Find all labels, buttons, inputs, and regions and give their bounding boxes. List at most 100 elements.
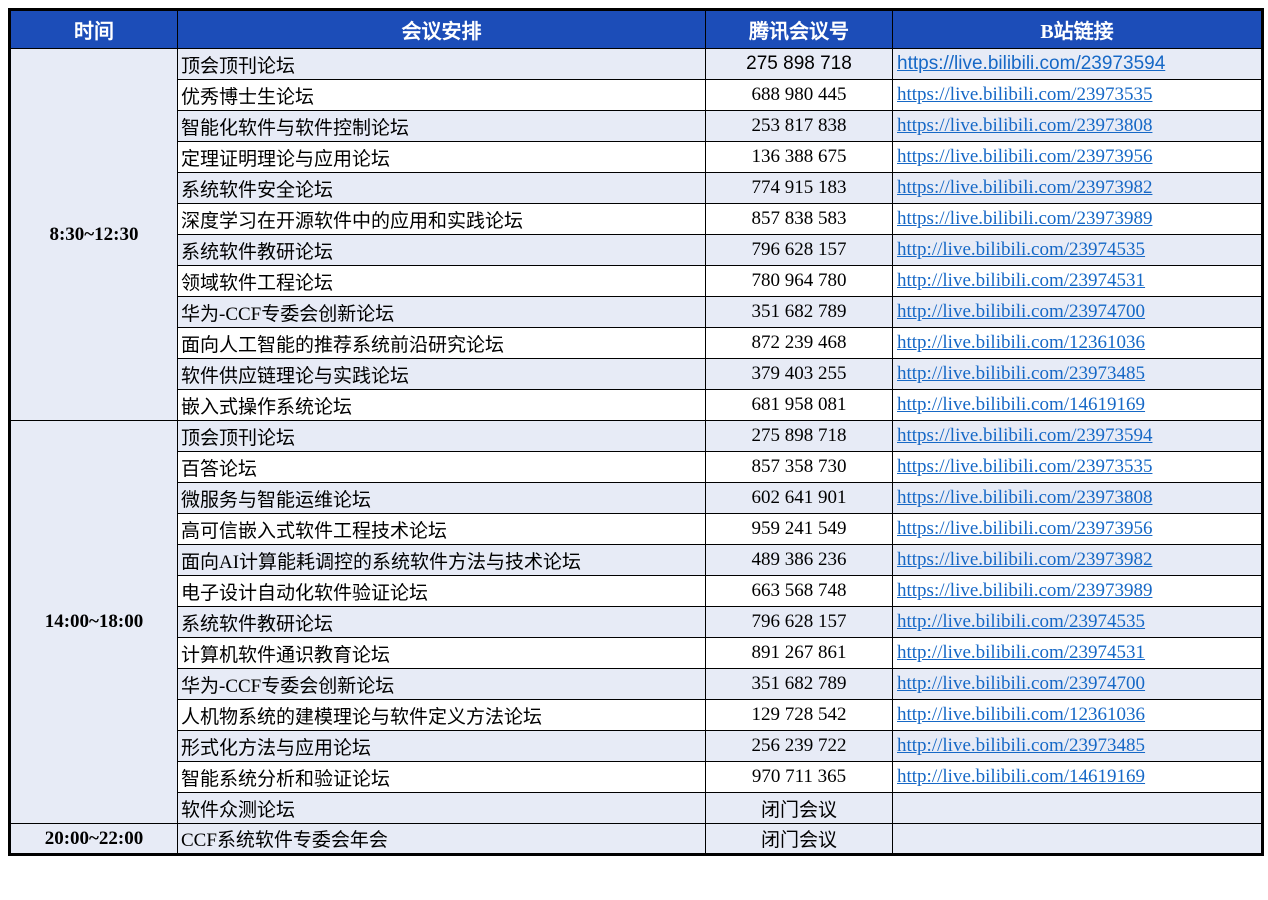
bilibili-link-cell: http://live.bilibili.com/12361036: [892, 699, 1263, 731]
meeting-id-cell: 闭门会议: [705, 792, 893, 824]
bilibili-live-link[interactable]: http://live.bilibili.com/12361036: [897, 332, 1146, 353]
meeting-id-cell: 796 628 157: [705, 606, 893, 638]
meeting-id-cell: 780 964 780: [705, 265, 893, 297]
table-row: 智能化软件与软件控制论坛 253 817 838 https://live.bili…: [10, 110, 1263, 142]
bilibili-link-cell: https://live.bilibili.com/23973594: [892, 48, 1263, 80]
table-row: 软件众测论坛 闭门会议: [10, 792, 1263, 824]
meeting-id-cell: 688 980 445: [705, 79, 893, 111]
table-row: 8:30~12:30 顶会顶刊论坛 275 898 718 https://live.…: [9, 48, 1263, 421]
bilibili-live-link[interactable]: http://live.bilibili.com/23973485: [897, 735, 1146, 756]
meeting-id-cell: 379 403 255: [705, 358, 893, 390]
bilibili-live-link[interactable]: http://live.bilibili.com/23974531: [897, 270, 1146, 291]
column-header-meeting: 腾讯会议号: [705, 9, 893, 49]
forum-name-cell: 智能化软件与软件控制论坛: [177, 110, 706, 142]
forum-name-cell: 智能系统分析和验证论坛: [177, 761, 706, 793]
meeting-id-cell: 253 817 838: [705, 110, 893, 142]
table-row: 面向人工智能的推荐系统前沿研究论坛 872 239 468 http://live.…: [10, 327, 1263, 359]
bilibili-link-cell: http://live.bilibili.com/23974531: [892, 637, 1263, 669]
bilibili-live-link[interactable]: http://live.bilibili.com/23973485: [897, 363, 1146, 384]
table-row: 百答论坛 857 358 730 https://live.bilibili.com…: [10, 451, 1263, 483]
table-row: 面向AI计算能耗调控的系统软件方法与技术论坛 489 386 236 https:/…: [10, 544, 1263, 576]
bilibili-live-link[interactable]: https://live.bilibili.com/23973982: [897, 549, 1153, 570]
forum-name-cell: 系统软件安全论坛: [177, 172, 706, 204]
bilibili-live-link[interactable]: http://live.bilibili.com/12361036: [897, 704, 1146, 725]
bilibili-live-link[interactable]: http://live.bilibili.com/23974531: [897, 642, 1146, 663]
bilibili-link-cell: https://live.bilibili.com/23973956: [892, 141, 1263, 173]
meeting-id-cell: 275 898 718: [705, 48, 893, 80]
bilibili-link-cell: [892, 792, 1263, 824]
bilibili-link-cell: http://live.bilibili.com/14619169: [892, 761, 1263, 793]
bilibili-live-link[interactable]: https://live.bilibili.com/23973535: [897, 84, 1153, 105]
bilibili-link-cell: http://live.bilibili.com/23974535: [892, 234, 1263, 266]
meeting-id-cell: 774 915 183: [705, 172, 893, 204]
bilibili-live-link[interactable]: http://live.bilibili.com/23974535: [897, 239, 1146, 260]
bilibili-link-cell: [892, 823, 1263, 855]
bilibili-live-link[interactable]: https://live.bilibili.com/23973989: [897, 580, 1153, 601]
bilibili-link-cell: http://live.bilibili.com/12361036: [892, 327, 1263, 359]
meeting-id-cell: 796 628 157: [705, 234, 893, 266]
meeting-id-cell: 489 386 236: [705, 544, 893, 576]
meeting-id-cell: 663 568 748: [705, 575, 893, 607]
bilibili-link-cell: https://live.bilibili.com/23973594: [892, 420, 1263, 452]
forum-name-cell: 华为-CCF专委会创新论坛: [177, 296, 706, 328]
bilibili-link-cell: https://live.bilibili.com/23973956: [892, 513, 1263, 545]
bilibili-live-link[interactable]: http://live.bilibili.com/23974700: [897, 673, 1146, 694]
forum-name-cell: 形式化方法与应用论坛: [177, 730, 706, 762]
bilibili-link-cell: https://live.bilibili.com/23973535: [892, 79, 1263, 111]
meeting-id-cell: 959 241 549: [705, 513, 893, 545]
bilibili-link-cell: http://live.bilibili.com/23974535: [892, 606, 1263, 638]
bilibili-link-cell: https://live.bilibili.com/23973989: [892, 575, 1263, 607]
bilibili-live-link[interactable]: http://live.bilibili.com/14619169: [897, 394, 1146, 415]
forum-name-cell: 优秀博士生论坛: [177, 79, 706, 111]
forum-name-cell: 顶会顶刊论坛: [177, 48, 706, 80]
bilibili-live-link[interactable]: https://live.bilibili.com/23973989: [897, 208, 1153, 229]
table-row: 定理证明理论与应用论坛 136 388 675 https://live.bilib…: [10, 141, 1263, 173]
table-row: 深度学习在开源软件中的应用和实践论坛 857 838 583 https://liv…: [10, 203, 1263, 235]
bilibili-live-link[interactable]: https://live.bilibili.com/23973535: [897, 456, 1153, 477]
meeting-id-cell: 857 358 730: [705, 451, 893, 483]
meeting-id-cell: 351 682 789: [705, 296, 893, 328]
table-row: 人机物系统的建模理论与软件定义方法论坛 129 728 542 http://liv…: [10, 699, 1263, 731]
meeting-id-cell: 872 239 468: [705, 327, 893, 359]
forum-name-cell: 人机物系统的建模理论与软件定义方法论坛: [177, 699, 706, 731]
bilibili-live-link[interactable]: https://live.bilibili.com/23973594: [897, 425, 1153, 446]
table-row: 微服务与智能运维论坛 602 641 901 https://live.bilibi…: [10, 482, 1263, 514]
bilibili-live-link[interactable]: https://live.bilibili.com/23973808: [897, 487, 1153, 508]
forum-name-cell: 嵌入式操作系统论坛: [177, 389, 706, 421]
table-row: 系统软件安全论坛 774 915 183 https://live.bilibili…: [10, 172, 1263, 204]
bilibili-live-link[interactable]: http://live.bilibili.com/23974700: [897, 301, 1146, 322]
bilibili-live-link[interactable]: https://live.bilibili.com/23973982: [897, 177, 1153, 198]
bilibili-live-link[interactable]: https://live.bilibili.com/23973956: [897, 146, 1153, 167]
table-row: 系统软件教研论坛 796 628 157 http://live.bilibili.…: [10, 234, 1263, 266]
forum-name-cell: 系统软件教研论坛: [177, 606, 706, 638]
bilibili-link-cell: https://live.bilibili.com/23973808: [892, 110, 1263, 142]
forum-name-cell: 顶会顶刊论坛: [177, 420, 706, 452]
header-row: 时间 会议安排 腾讯会议号 B站链接: [9, 9, 1263, 49]
forum-name-cell: 深度学习在开源软件中的应用和实践论坛: [177, 203, 706, 235]
bilibili-link-cell: http://live.bilibili.com/23974531: [892, 265, 1263, 297]
bilibili-link-cell: https://live.bilibili.com/23973982: [892, 544, 1263, 576]
meeting-id-cell: 256 239 722: [705, 730, 893, 762]
table-row: 嵌入式操作系统论坛 681 958 081 http://live.bilibili…: [10, 389, 1263, 421]
bilibili-link-cell: https://live.bilibili.com/23973982: [892, 172, 1263, 204]
meeting-id-cell: 857 838 583: [705, 203, 893, 235]
table-row: 电子设计自动化软件验证论坛 663 568 748 https://live.bil…: [10, 575, 1263, 607]
bilibili-link-cell: https://live.bilibili.com/23973808: [892, 482, 1263, 514]
page: 时间 会议安排 腾讯会议号 B站链接 8:30~12:30 顶会顶刊论坛 275 8…: [8, 8, 1264, 856]
bilibili-live-link[interactable]: https://live.bilibili.com/23973594: [897, 53, 1166, 74]
forum-name-cell: 华为-CCF专委会创新论坛: [177, 668, 706, 700]
bilibili-link-cell: http://live.bilibili.com/23973485: [892, 730, 1263, 762]
bilibili-link-cell: http://live.bilibili.com/23974700: [892, 668, 1263, 700]
schedule-table: 时间 会议安排 腾讯会议号 B站链接 8:30~12:30 顶会顶刊论坛 275 8…: [8, 8, 1264, 856]
column-header-blink: B站链接: [892, 9, 1263, 49]
bilibili-live-link[interactable]: http://live.bilibili.com/14619169: [897, 766, 1146, 787]
bilibili-link-cell: https://live.bilibili.com/23973535: [892, 451, 1263, 483]
forum-name-cell: 计算机软件通识教育论坛: [177, 637, 706, 669]
bilibili-live-link[interactable]: https://live.bilibili.com/23973808: [897, 115, 1153, 136]
table-row: 华为-CCF专委会创新论坛 351 682 789 http://live.bili…: [10, 296, 1263, 328]
bilibili-live-link[interactable]: https://live.bilibili.com/23973956: [897, 518, 1153, 539]
bilibili-live-link[interactable]: http://live.bilibili.com/23974535: [897, 611, 1146, 632]
bilibili-link-cell: http://live.bilibili.com/23974700: [892, 296, 1263, 328]
meeting-id-cell: 275 898 718: [705, 420, 893, 452]
forum-name-cell: 面向人工智能的推荐系统前沿研究论坛: [177, 327, 706, 359]
